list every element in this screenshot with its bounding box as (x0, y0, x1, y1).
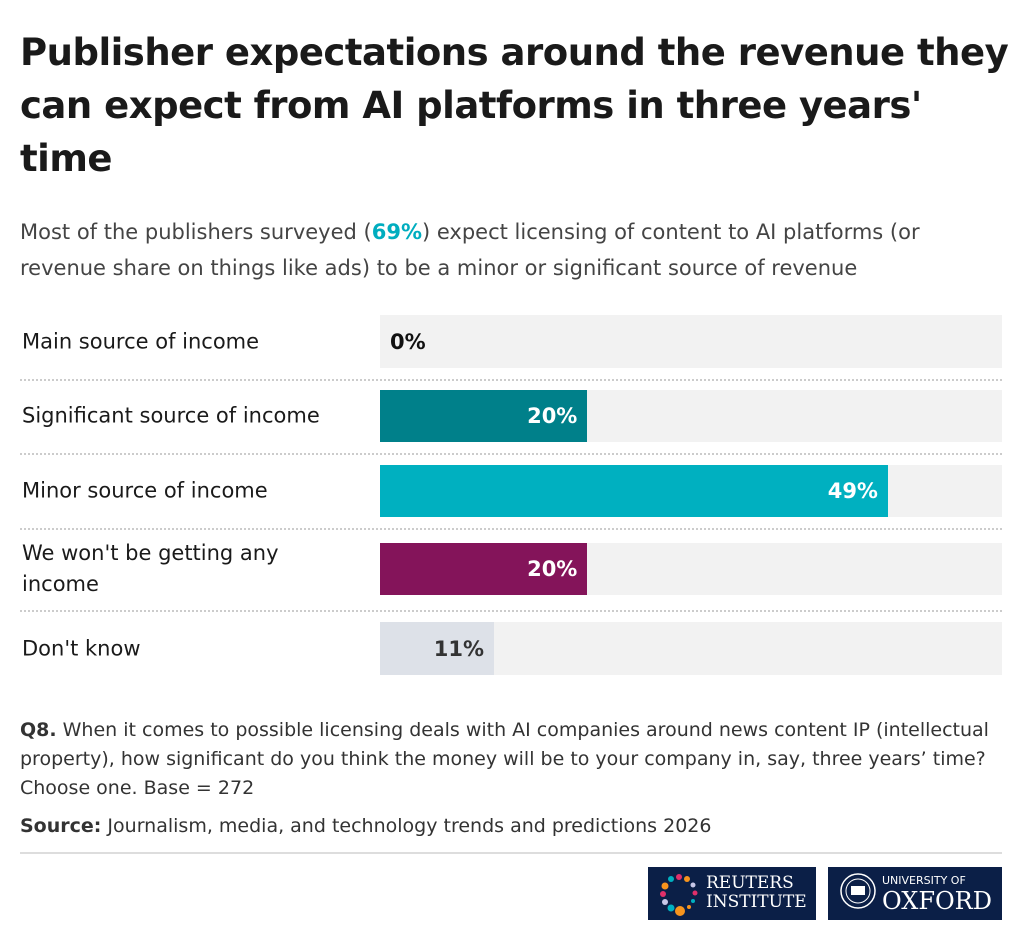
value-label: 49% (827, 479, 878, 503)
category-label: Don't know (22, 636, 141, 660)
bar-track: 20% (380, 543, 1002, 595)
row-separator (20, 610, 1002, 612)
bar-track: 49% (380, 465, 1002, 517)
chart-title: Publisher expectations around the revenu… (20, 31, 1009, 180)
oxford-university-text: UNIVERSITY OF (882, 874, 966, 887)
bar (380, 465, 888, 517)
source-note: Source: Journalism, media, and technolog… (20, 815, 712, 837)
bar (380, 390, 588, 442)
category-label: Significant source of income (22, 403, 320, 428)
oxford-crest-icon (840, 873, 876, 909)
value-label: 20% (527, 557, 578, 581)
bar (380, 543, 588, 595)
value-label: 0% (390, 329, 426, 354)
bar-row: Significant source of income 20% (20, 390, 1002, 442)
reuters-text: REUTERS INSTITUTE (706, 873, 807, 912)
row-separator (20, 379, 1002, 381)
bar-row: Minor source of income 49% (20, 465, 1002, 517)
reuters-dots-icon (660, 874, 698, 916)
bar-track: 0% (380, 315, 1002, 368)
reuters-institute-logo: REUTERS INSTITUTE (648, 867, 816, 920)
row-separator (20, 453, 1002, 455)
oxford-logo: UNIVERSITY OF OXFORD (828, 867, 1002, 920)
bar (380, 622, 495, 675)
bar-row: Main source of income 0% (20, 315, 1002, 368)
category-label: Minor source of income (22, 478, 268, 503)
category-label: Main source of income (22, 329, 260, 353)
category-label: We won't be getting any income (22, 541, 279, 596)
value-label: 11% (433, 636, 485, 661)
divider (20, 852, 1002, 854)
chart-subtitle: Most of the publishers surveyed (69%) ex… (20, 220, 920, 280)
oxford-name-text: OXFORD (882, 887, 992, 915)
bar-row: Don't know 11% (20, 622, 1002, 675)
bar-row: We won't be getting any income 20% (20, 541, 1002, 596)
value-label: 20% (527, 404, 578, 428)
bar-track: 20% (380, 390, 1002, 442)
row-separator (20, 528, 1002, 530)
bar-track: 11% (380, 622, 1002, 675)
question-note: Q8. When it comes to possible licensing … (20, 719, 989, 799)
